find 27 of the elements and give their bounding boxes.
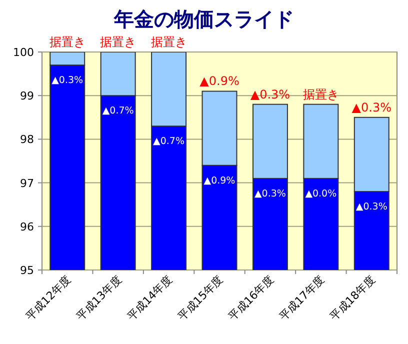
y-tick-label: 100 xyxy=(13,46,34,59)
annotation: 据置き xyxy=(100,35,136,49)
annotation: 据置き xyxy=(302,87,339,102)
annotation: ▲0.7% xyxy=(102,106,134,117)
annotation: ▲0.7% xyxy=(153,136,185,148)
x-tick-label: 平成15年度 xyxy=(175,272,226,324)
annotation: ▲0.0% xyxy=(305,188,337,200)
annotation: 据置き xyxy=(49,35,86,49)
annotation: ▲0.3% xyxy=(356,202,388,213)
annotation: ▲0.3% xyxy=(52,75,84,86)
x-tick-label: 平成17年度 xyxy=(276,272,328,324)
annotation: ▲0.9% xyxy=(200,74,240,88)
x-tick-label: 平成13年度 xyxy=(74,272,124,324)
chart-title: 年金の物価スライド xyxy=(113,7,294,31)
annotation: 据置き xyxy=(150,35,187,49)
annotation: ▲0.3% xyxy=(254,188,286,200)
y-tick-label: 99 xyxy=(20,90,34,103)
y-tick-label: 97 xyxy=(20,176,34,190)
annotation: ▲0.3% xyxy=(352,100,392,114)
x-tick-label: 平成14年度 xyxy=(124,272,175,324)
y-tick-label: 98 xyxy=(20,133,34,146)
annotation: ▲0.3% xyxy=(250,87,290,102)
x-tick-label: 平成18年度 xyxy=(328,272,378,324)
annotation: ▲0.9% xyxy=(204,175,236,186)
y-tick-label: 96 xyxy=(20,220,34,234)
y-tick-label: 95 xyxy=(20,264,34,277)
x-tick-label: 平成16年度 xyxy=(226,272,276,324)
